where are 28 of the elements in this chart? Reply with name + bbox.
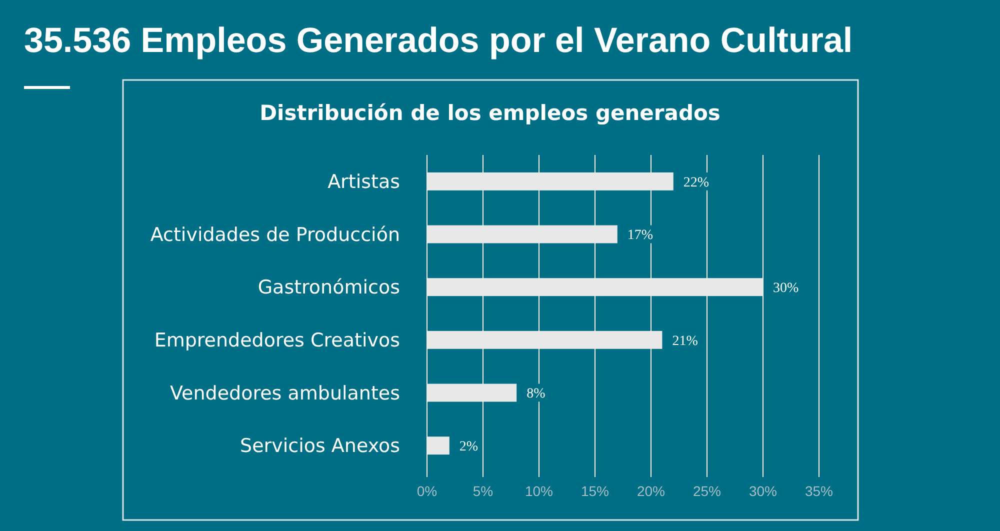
data-label: 30% [773, 280, 799, 296]
x-tick-label: 20% [636, 483, 666, 499]
y-tick-label: Vendedores ambulantes [170, 382, 400, 404]
bar [427, 384, 517, 402]
data-label: 22% [683, 175, 710, 190]
x-tick-label: 25% [692, 483, 722, 499]
y-tick-label: Emprendedores Creativos [154, 330, 400, 352]
x-tick-label: 5% [472, 483, 494, 499]
bar [427, 436, 450, 455]
data-label: 21% [672, 334, 698, 349]
bar [427, 225, 618, 244]
x-tick-label: 35% [804, 483, 834, 499]
y-tick-label: Artistas [328, 171, 400, 194]
bar [427, 172, 674, 190]
bar [427, 330, 662, 349]
data-label: 2% [459, 439, 478, 454]
y-tick-label: Actividades de Producción [150, 224, 400, 246]
x-tick-label: 0% [416, 483, 438, 499]
chart-subtitle: Distribución de los empleos generados [260, 101, 720, 125]
bar [427, 278, 763, 296]
y-tick-label: Gastronómicos [258, 276, 400, 299]
data-label: 17% [627, 228, 654, 244]
y-tick-label: Servicios Anexos [240, 435, 400, 458]
data-label: 8% [526, 386, 546, 402]
chart-title: 35.536 Empleos Generados por el Verano Cultural [24, 21, 853, 60]
x-tick-label: 15% [580, 483, 610, 499]
x-tick-label: 10% [524, 483, 554, 499]
x-tick-label: 30% [748, 483, 778, 499]
